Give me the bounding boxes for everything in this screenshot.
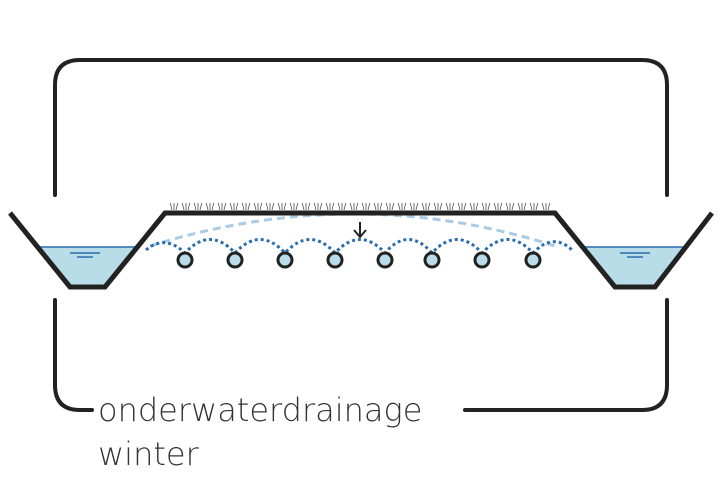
arrow <box>353 222 367 239</box>
grass <box>170 203 550 213</box>
groundwater-drainage <box>145 238 574 256</box>
drains <box>176 251 542 269</box>
profile <box>8 210 714 290</box>
caption-title: onderwaterdrainage <box>98 391 422 429</box>
water-level <box>38 246 686 258</box>
caption-subtitle: winter <box>98 435 200 473</box>
frame <box>53 58 669 412</box>
groundwater-arc <box>149 212 556 248</box>
